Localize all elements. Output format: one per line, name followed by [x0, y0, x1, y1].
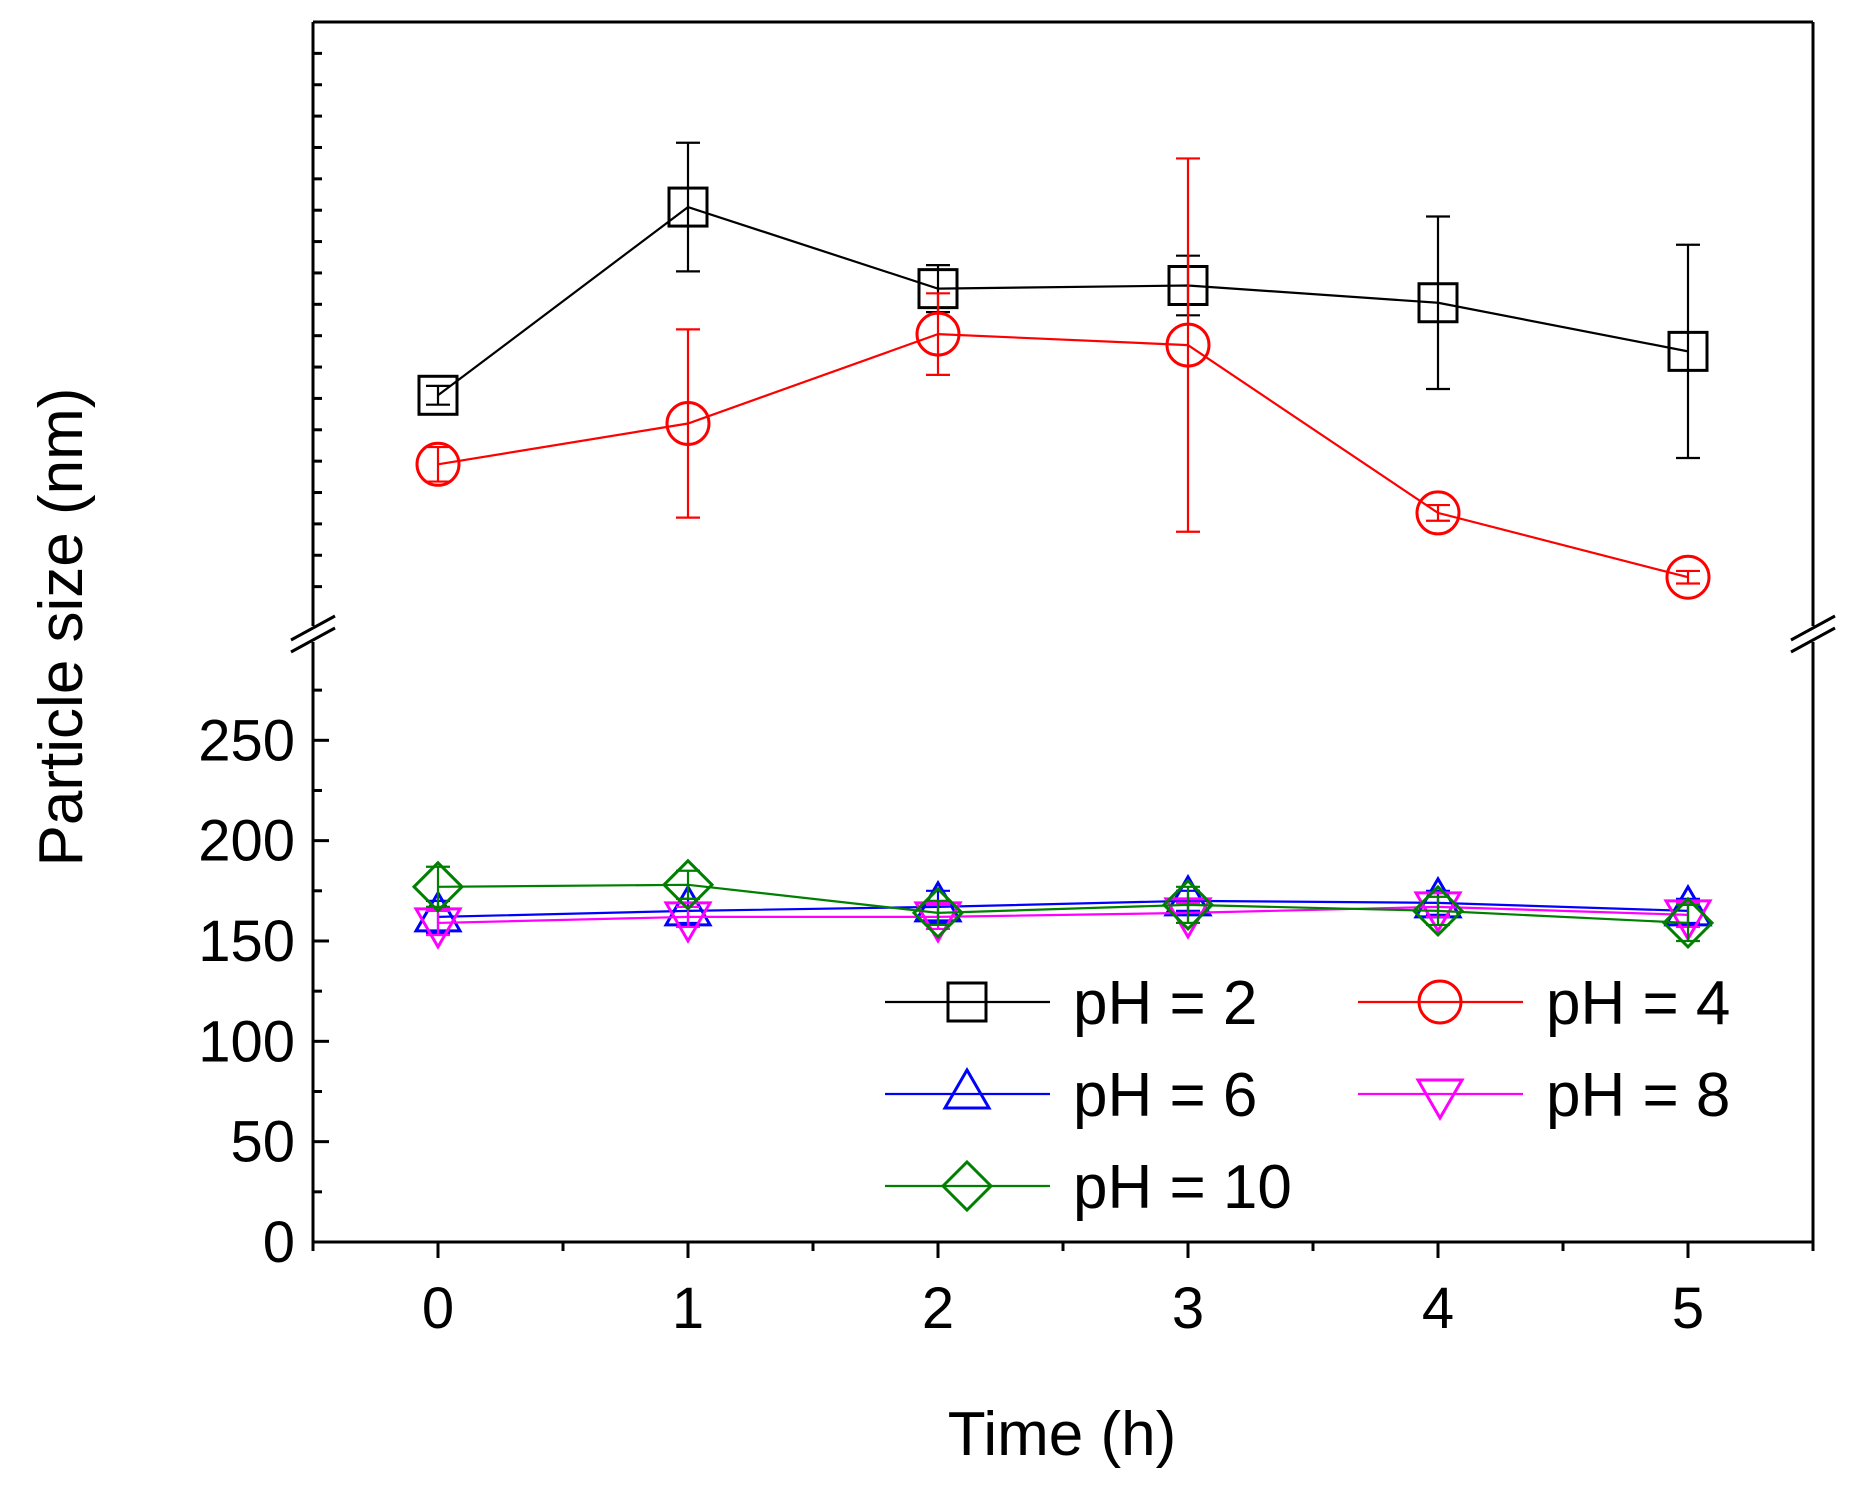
axis-break-mark-left — [290, 626, 336, 654]
x-tick-label: 5 — [1672, 1276, 1704, 1341]
data-point-ph10 — [661, 858, 715, 911]
legend-label-ph2: pH = 2 — [1073, 969, 1257, 1038]
legend-item-ph8: pH = 8 — [1358, 1061, 1730, 1130]
legend-label-ph8: pH = 8 — [1546, 1061, 1730, 1130]
axes — [290, 20, 1836, 1244]
data-point-ph10 — [1411, 884, 1465, 938]
legend-item-ph10: pH = 10 — [885, 1153, 1292, 1222]
legend-marker-ph4 — [1417, 979, 1463, 1025]
data-point-ph8 — [663, 901, 713, 944]
y-tick-label-lower: 250 — [198, 708, 295, 773]
data-point-ph10 — [1161, 878, 1215, 931]
series-line-ph6 — [437, 899, 1689, 919]
ticks: 0 50 100 150 200 250 0 1 2 3 4 5 — [198, 20, 1815, 1341]
series-ph4 — [415, 157, 1711, 600]
data-point-ph2 — [667, 186, 709, 228]
data-point-ph4 — [915, 311, 961, 357]
series-ph10 — [411, 858, 1715, 950]
y-axis-title: Particle size (nm) — [27, 388, 96, 867]
y-tick-label-lower: 0 — [263, 1210, 295, 1275]
data-point-ph2 — [417, 374, 459, 416]
x-tick-label: 4 — [1422, 1276, 1454, 1341]
data-point-ph4 — [415, 441, 461, 487]
series-ph8 — [413, 891, 1713, 950]
legend-item-ph2: pH = 2 — [885, 969, 1257, 1038]
data-point-ph10 — [1661, 896, 1715, 950]
data-point-ph4 — [1665, 554, 1711, 600]
data-point-ph4 — [665, 401, 711, 447]
series-group — [411, 141, 1715, 950]
series-line-ph10 — [437, 883, 1689, 925]
legend-item-ph6: pH = 6 — [885, 1061, 1257, 1130]
series-line-ph8 — [437, 905, 1689, 925]
series-line-ph2 — [437, 205, 1689, 397]
legend-label-ph4: pH = 4 — [1546, 969, 1730, 1038]
legend-marker-ph10 — [940, 1159, 994, 1213]
legend-marker-ph6 — [942, 1067, 992, 1110]
legend-marker-ph8 — [1415, 1078, 1465, 1121]
data-point-ph2 — [1667, 330, 1709, 372]
legend-label-ph6: pH = 6 — [1073, 1061, 1257, 1130]
axis-break-mark-right — [1790, 614, 1836, 642]
y-tick-label-lower: 150 — [198, 909, 295, 974]
data-point-ph2 — [1417, 282, 1459, 324]
legend: pH = 2 pH = 4 pH = 6 pH = 8 pH = 10 — [885, 969, 1730, 1222]
legend-marker-ph2 — [946, 981, 988, 1023]
x-tick-label: 0 — [422, 1276, 454, 1341]
data-point-ph4 — [1415, 490, 1461, 536]
axis-break-mark-left — [290, 614, 336, 642]
x-tick-label: 2 — [922, 1276, 954, 1341]
series-line-ph4 — [437, 333, 1689, 579]
y-tick-label-lower: 100 — [198, 1009, 295, 1074]
data-point-ph4 — [1165, 322, 1211, 368]
legend-item-ph4: pH = 4 — [1358, 969, 1730, 1038]
x-axis-title: Time (h) — [948, 1400, 1176, 1469]
y-tick-label-lower: 50 — [230, 1110, 295, 1175]
legend-label-ph10: pH = 10 — [1073, 1153, 1292, 1222]
axis-break-mark-right — [1790, 626, 1836, 654]
y-tick-label-lower: 200 — [198, 809, 295, 874]
data-point-ph10 — [411, 860, 465, 913]
x-tick-label: 1 — [672, 1276, 704, 1341]
series-ph2 — [417, 141, 1709, 460]
x-tick-label: 3 — [1172, 1276, 1204, 1341]
data-point-ph10 — [911, 886, 965, 940]
